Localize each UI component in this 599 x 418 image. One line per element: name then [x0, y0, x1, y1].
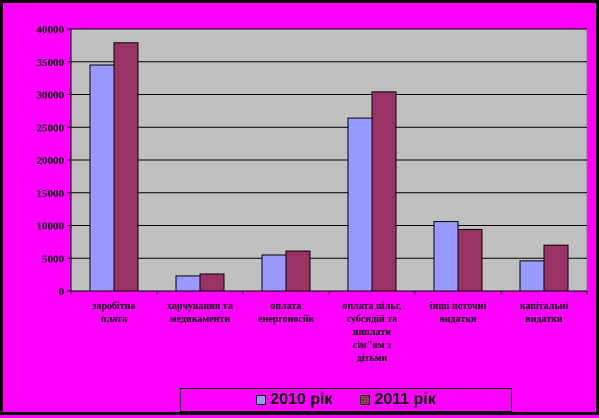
x-category-label: інші поточні видатки: [430, 301, 487, 325]
y-tick-label: 40000: [37, 24, 65, 36]
legend-label-2010: 2010 рік: [270, 391, 333, 408]
bar-2011-рік: [371, 91, 397, 292]
bar-2011-рік: [457, 228, 483, 292]
y-tick-labels: 0 5000 10000 15000 20000 25000 30000 35000 40000: [37, 24, 65, 298]
bar-2010-рік: [89, 64, 115, 292]
x-category-labels: заробітна плата харчування та медикаменти оп…: [92, 301, 568, 364]
x-category-label: заробітна плата: [92, 301, 135, 325]
bar-2011-рік: [113, 42, 139, 292]
y-tick-label: 30000: [37, 90, 65, 102]
y-tick-label: 20000: [37, 155, 65, 167]
bar-chart: 0 5000 10000 15000 20000 25000 30000 35000 40000…: [37, 24, 588, 364]
axes: [67, 28, 588, 295]
x-category-label: капітальні видатки: [520, 301, 569, 325]
bar-2010-рік: [519, 260, 545, 292]
legend-item-2010: 2010 рік: [256, 391, 332, 409]
legend-label-2011: 2011 рік: [374, 391, 436, 408]
legend-swatch-2010: [256, 395, 267, 405]
bar-2010-рік: [347, 117, 373, 292]
bar-2011-рік: [543, 244, 569, 292]
y-tick-label: 5000: [42, 253, 65, 265]
legend-item-2011: 2011 рік: [360, 391, 436, 409]
x-category-label: оплата енергоносіїв: [258, 301, 314, 325]
y-tick-label: 35000: [37, 57, 65, 69]
bar-2011-рік: [199, 273, 225, 292]
y-tick-label: 10000: [37, 221, 65, 233]
y-tick-label: 15000: [37, 188, 65, 200]
y-tick-label: 0: [59, 286, 65, 298]
gridlines: [71, 28, 587, 259]
bars: [89, 42, 569, 292]
bar-2011-рік: [285, 250, 311, 292]
bar-2010-рік: [433, 221, 459, 292]
x-category-label: харчування та медикаменти: [167, 301, 233, 325]
y-tick-label: 25000: [37, 122, 65, 134]
bar-2010-рік: [175, 275, 201, 292]
legend: 2010 рік 2011 рік: [180, 388, 512, 412]
bar-2010-рік: [261, 254, 287, 292]
legend-swatch-2011: [360, 395, 371, 405]
